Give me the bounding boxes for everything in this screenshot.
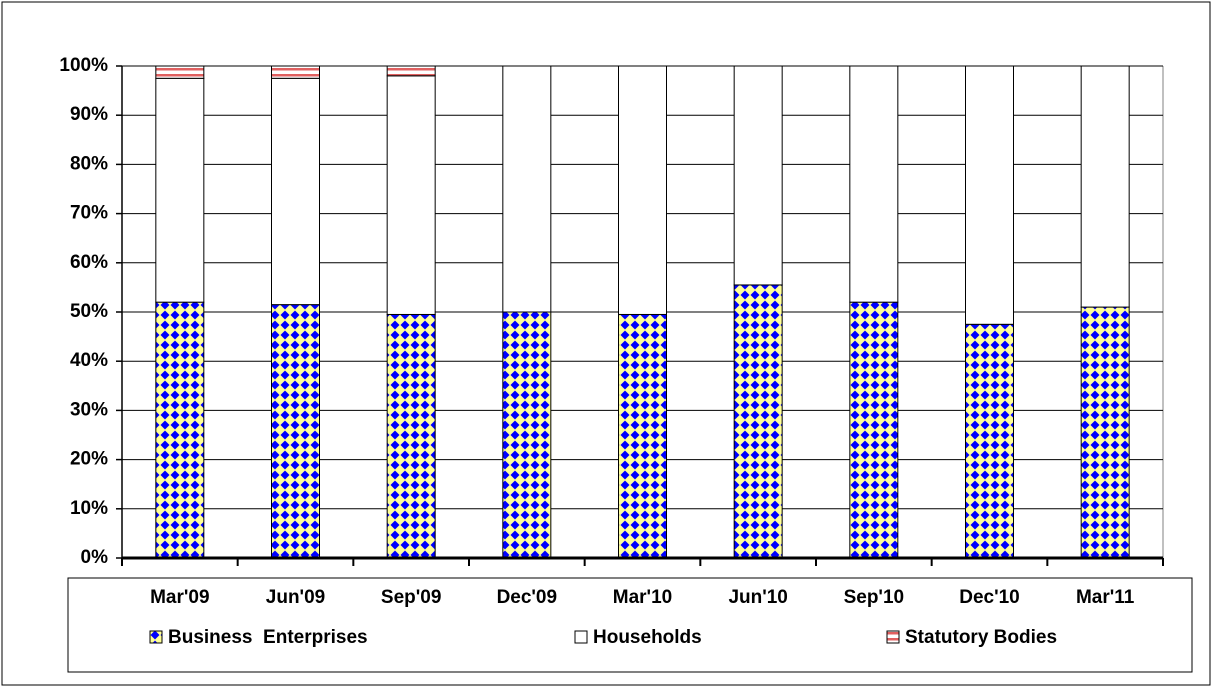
y-tick-label: 60% [70,252,108,273]
bar-segment [271,304,320,559]
y-tick-label: 90% [70,104,108,125]
y-tick-label: 30% [70,399,108,420]
bar-segment [502,311,552,559]
x-tick-label: Sep'09 [381,587,442,608]
x-tick-label: Sep'10 [844,587,905,608]
bar-segment [733,284,783,559]
bar-segment [271,65,320,79]
x-tick-label: Mar'09 [150,587,209,608]
bar-segment [733,65,783,286]
y-tick-label: 100% [59,55,108,76]
bar-segment [849,301,899,559]
bar-segment [965,323,1014,559]
y-tick-label: 50% [70,301,108,322]
x-tick-label: Dec'09 [497,587,558,608]
x-tick-label: Dec'10 [959,587,1020,608]
y-tick-label: 80% [70,153,108,174]
bar-segment [849,65,899,303]
bar-segment [965,65,1014,325]
y-tick-label: 70% [70,203,108,224]
y-tick-label: 0% [81,547,109,568]
bar-segment [618,65,667,315]
legend-box [67,577,1193,673]
bar-segment [502,65,552,313]
y-tick-label: 10% [70,498,108,519]
bar-segment [1080,65,1130,308]
y-tick-label: 40% [70,350,108,371]
bar-segment [386,65,436,77]
legend-marker [149,630,163,644]
x-tick-label: Mar'11 [1076,587,1135,608]
bar-segment [386,313,436,559]
bar-segment [1080,306,1130,559]
bar-segment [618,313,667,559]
x-tick-label: Jun'10 [728,587,787,608]
bar-segment [271,77,320,306]
bar-segment [386,75,436,315]
legend-label: Business Enterprises [168,627,368,648]
legend-label: Households [593,627,702,648]
x-tick-label: Mar'10 [613,587,672,608]
bar-segment [155,301,205,559]
x-tick-label: Jun'09 [266,587,325,608]
bar-segment [155,65,205,79]
y-tick-label: 20% [70,449,108,470]
bar-segment [155,77,205,303]
legend-label: Statutory Bodies [905,627,1057,648]
legend-marker [886,630,900,644]
legend-marker [574,630,588,644]
